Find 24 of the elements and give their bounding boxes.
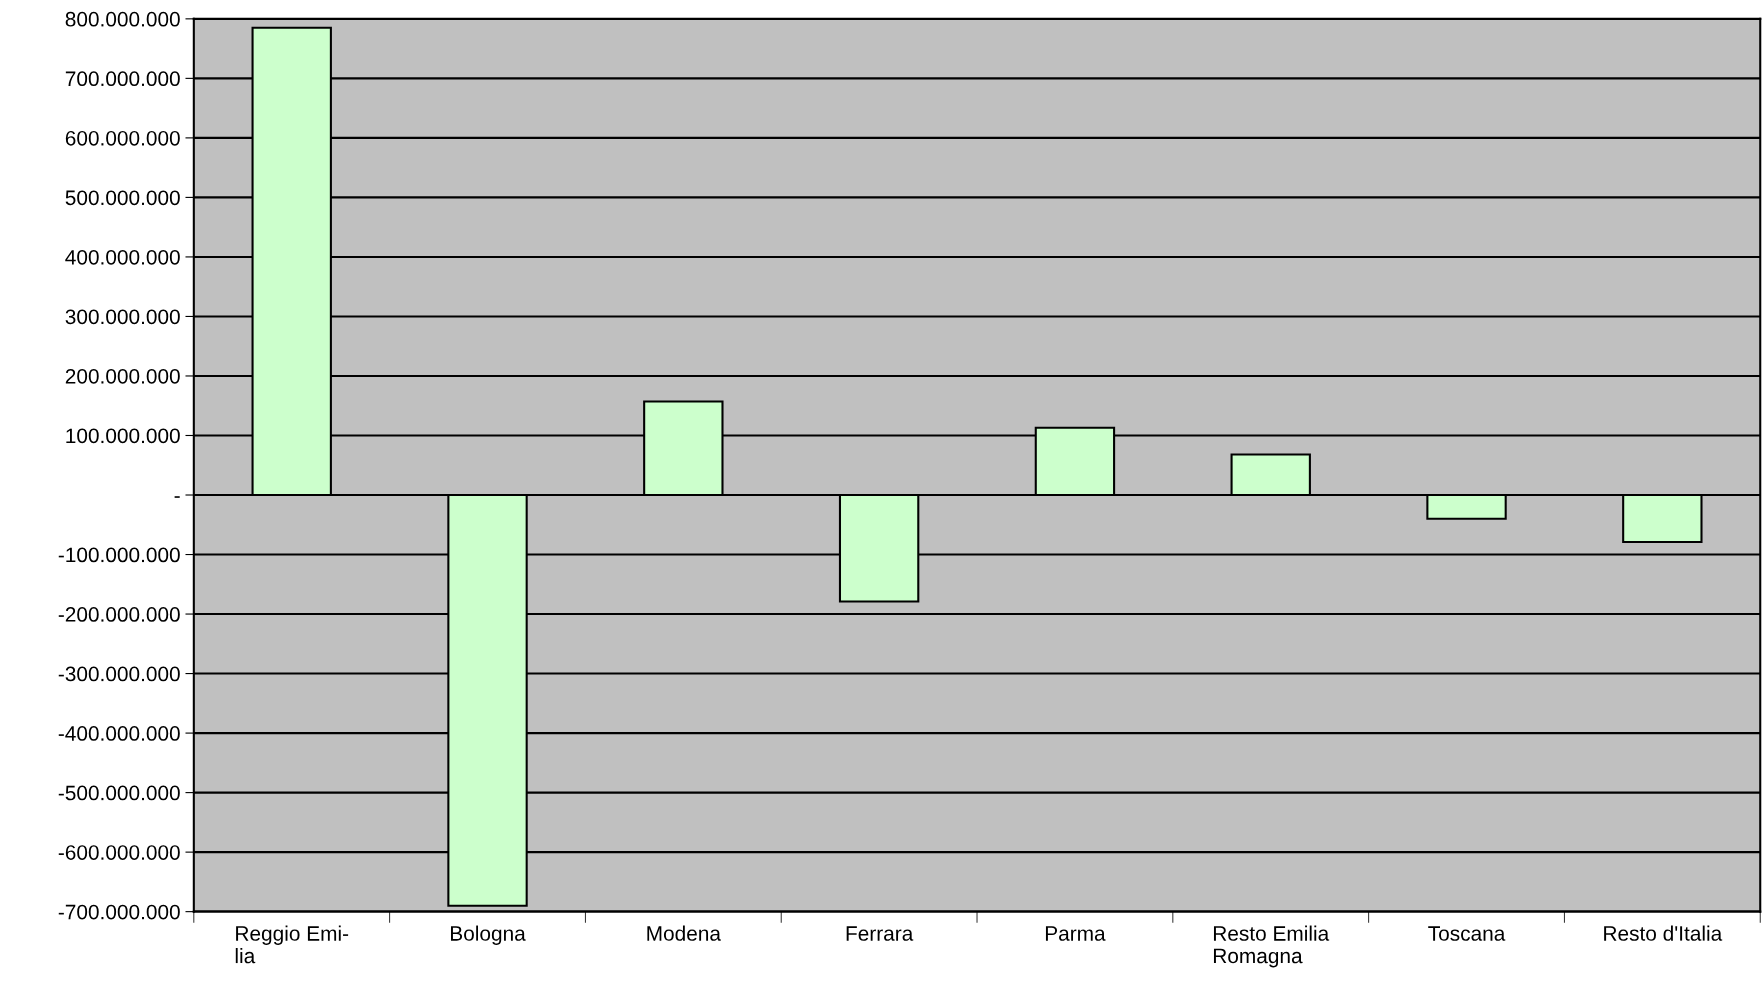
x-tick-label: Toscana	[1428, 926, 1506, 941]
y-tick-label: 700.000.000	[65, 71, 180, 87]
y-tick-label: 300.000.000	[65, 309, 180, 325]
y-tick-label: -200.000.000	[58, 607, 180, 622]
y-tick-label: -500.000.000	[58, 785, 180, 801]
y-tick-label: -400.000.000	[58, 726, 180, 741]
x-tick-label: Reggio Emi- lia	[235, 925, 349, 964]
x-tick-label: Parma	[1045, 926, 1106, 941]
y-tick-label: 400.000.000	[65, 249, 180, 265]
y-tick-label: -	[174, 496, 180, 498]
y-tick-label: 500.000.000	[65, 190, 180, 206]
y-tick-label: 600.000.000	[65, 130, 180, 146]
x-tick-label: Resto d'Italia	[1604, 925, 1723, 941]
y-tick-label: 800.000.000	[65, 11, 180, 27]
x-tick-label: Bologna	[451, 925, 526, 945]
y-tick-label: -100.000.000	[58, 547, 180, 563]
y-tick-label: -600.000.000	[58, 845, 180, 860]
y-tick-label: 200.000.000	[65, 368, 180, 384]
y-tick-label: -300.000.000	[58, 666, 180, 682]
x-tick-label: Resto Emilia Romagna	[1213, 925, 1330, 968]
x-tick-label: Ferrara	[846, 926, 914, 941]
y-tick-label: 100.000.000	[66, 428, 180, 444]
x-tick-label: Modena	[647, 925, 721, 941]
y-tick-label: -700.000.000	[58, 904, 180, 920]
